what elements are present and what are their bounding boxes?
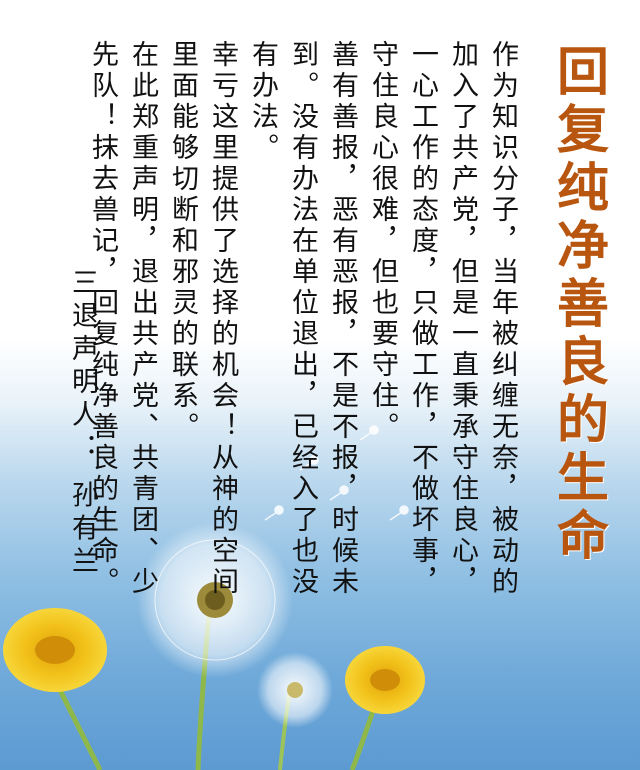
declaration-body: 作为知识分子，当年被纠缠无奈，被动的加入了共产党，但是一直秉承守住良心，一心工作… <box>82 40 522 600</box>
dandelion-seedhead <box>137 522 293 678</box>
floating-seeds <box>264 425 409 521</box>
signature: 三退声明人： 孙有兰 <box>67 268 98 580</box>
paragraph: 善有善报，恶有恶报，不是不报，时候未到。没有办法在单位退出，已经入了也没有办法。 <box>247 40 358 598</box>
paragraph: 幸亏这里提供了选择的机会！从神的空间里面能够切断和邪灵的联系。 <box>167 40 238 598</box>
dandelion-seedhead-small <box>257 652 333 728</box>
page-title: 回 复 纯 净 善 良 的 生 命 <box>548 44 618 566</box>
title-text: 回 复 纯 净 善 良 的 生 命 <box>556 43 609 567</box>
yellow-dandelion-flower-right <box>345 646 425 714</box>
paragraph: 在此郑重声明，退出共产党、共青团、少先队！抹去兽记，回复纯净善良的生命。 <box>87 40 158 598</box>
paragraph: 作为知识分子，当年被纠缠无奈，被动的加入了共产党，但是一直秉承守住良心，一心工作… <box>367 40 518 598</box>
yellow-dandelion-flower <box>3 608 107 692</box>
